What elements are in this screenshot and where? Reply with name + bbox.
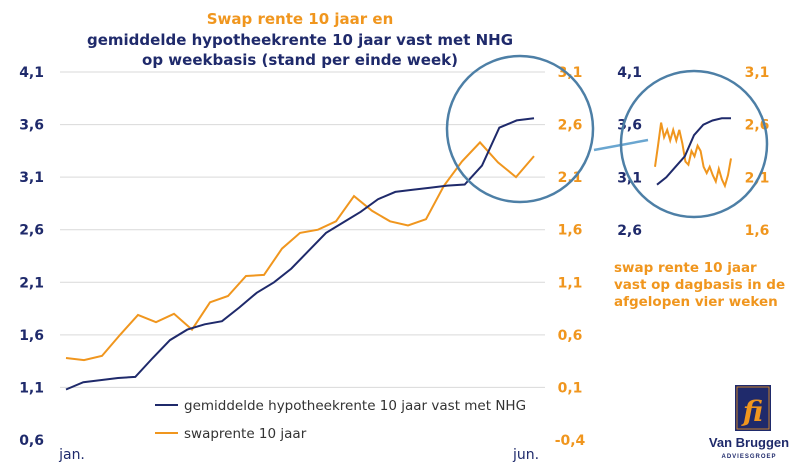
right-axis-tick-label: 3,1 xyxy=(558,65,583,81)
right-axis-tick-label: 0,1 xyxy=(558,380,583,396)
left-axis-tick-label: 2,6 xyxy=(19,223,44,239)
left-axis-tick-label: 0,6 xyxy=(19,433,44,449)
brand-tagline: ADVIESGROEP xyxy=(721,454,776,460)
inset-label-line3: afgelopen vier weken xyxy=(614,294,778,310)
main-right-axis-ticks: -0,40,10,61,11,62,12,63,1 xyxy=(555,65,586,449)
inset-label-line1: swap rente 10 jaar xyxy=(614,260,757,276)
left-axis-tick-label: 1,6 xyxy=(19,328,44,344)
inset-right-axis-ticks: 1,62,12,63,1 xyxy=(745,65,770,239)
zoom-circle-main xyxy=(445,54,595,204)
left-axis-tick-label: 3,6 xyxy=(19,118,44,134)
brand-logo: fi Van Bruggen ADVIESGROEP xyxy=(709,385,789,460)
legend-label-hypotheekrente: gemiddelde hypotheekrente 10 jaar vast m… xyxy=(184,398,526,414)
right-axis-tick-label: 0,6 xyxy=(558,328,583,344)
inset-left-axis-tick-label: 2,6 xyxy=(617,223,642,239)
left-axis-tick-label: 2,1 xyxy=(19,275,44,291)
legend-label-swaprente: swaprente 10 jaar xyxy=(184,426,307,442)
left-axis-tick-label: 3,1 xyxy=(19,170,44,186)
brand-logo-badge-border xyxy=(736,386,770,430)
brand-logo-letters: fi xyxy=(741,395,763,428)
zoom-circle-inset xyxy=(619,69,769,219)
right-axis-tick-label: 1,6 xyxy=(558,223,583,239)
inset-series-line-hypotheekrente xyxy=(656,117,731,186)
chart-title-line3: op weekbasis (stand per einde week) xyxy=(142,51,458,69)
chart-title-line1: Swap rente 10 jaar en xyxy=(207,10,394,28)
inset-right-axis-tick-label: 3,1 xyxy=(745,65,770,81)
inset-label-line2: vast op dagbasis in de xyxy=(614,277,785,293)
inset-left-axis-tick-label: 4,1 xyxy=(617,65,642,81)
inset-right-axis-tick-label: 1,6 xyxy=(745,223,770,239)
inset-right-axis-tick-label: 2,1 xyxy=(745,170,770,186)
chart-title-line2: gemiddelde hypotheekrente 10 jaar vast m… xyxy=(87,31,513,49)
x-axis-end-label: jun. xyxy=(512,447,539,463)
brand-name: Van Bruggen xyxy=(709,435,789,450)
left-axis-tick-label: 4,1 xyxy=(19,65,44,81)
x-axis-start-label: jan. xyxy=(58,447,85,463)
right-axis-tick-label: 1,1 xyxy=(558,275,583,291)
main-left-axis-ticks: 0,6 1,1 1,6 2,1 2,6 3,1 3,6 4,1 xyxy=(19,65,44,449)
main-gridlines xyxy=(60,71,545,388)
left-axis-tick-label: 1,1 xyxy=(19,380,44,396)
legend: gemiddelde hypotheekrente 10 jaar vast m… xyxy=(155,398,526,442)
right-axis-tick-label: -0,4 xyxy=(555,433,586,449)
series-line-swaprente xyxy=(65,140,535,362)
brand-logo-badge xyxy=(735,385,771,431)
series-line-hypotheekrente xyxy=(65,117,535,391)
right-axis-tick-label: 2,6 xyxy=(558,118,583,134)
inset-series-line-swaprente xyxy=(654,122,732,189)
